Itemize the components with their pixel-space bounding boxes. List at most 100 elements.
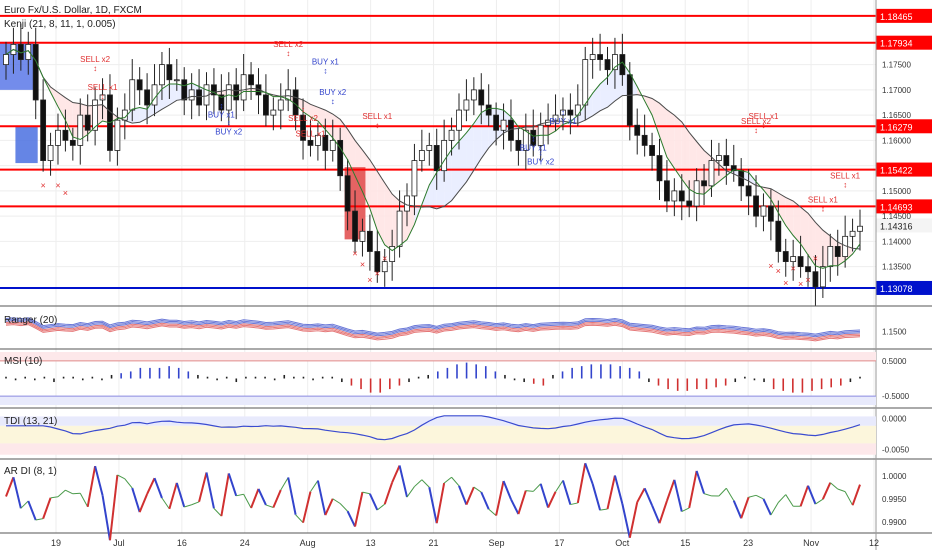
candle-bull bbox=[560, 109, 566, 116]
ribbon-bear bbox=[689, 132, 697, 194]
ardi-segment bbox=[406, 486, 415, 498]
ranger-band-line bbox=[5, 317, 861, 335]
sell-signal-label: SELL x2 bbox=[273, 40, 303, 49]
ardi-pane: 1.0000 0.9950 0.9900 bbox=[5, 462, 907, 541]
sell-signal-label: SELL x1 bbox=[362, 112, 392, 121]
ardi-segment bbox=[117, 474, 126, 480]
ardi-segment bbox=[785, 494, 794, 507]
ardi-segment bbox=[42, 497, 52, 519]
ribbon-bear bbox=[644, 95, 653, 116]
ardi-segment bbox=[837, 488, 846, 493]
msi-pane: 0.5000 -0.5000 bbox=[0, 352, 910, 405]
ardi-segment bbox=[815, 498, 824, 505]
ardi-segment bbox=[628, 501, 639, 538]
ardi-segment bbox=[821, 482, 832, 500]
candle-bear bbox=[322, 134, 329, 151]
candle-bull bbox=[522, 129, 529, 151]
signal-arrow-icon: ↕ bbox=[531, 134, 535, 143]
ribbon-bear bbox=[317, 107, 326, 130]
ardi-segment bbox=[591, 483, 602, 511]
ardi-segment bbox=[777, 494, 787, 503]
candle-bear bbox=[433, 145, 440, 172]
ardi-segment bbox=[651, 504, 661, 524]
ardi-segment bbox=[161, 497, 170, 510]
candle-bull bbox=[3, 54, 9, 66]
ribbon-bull bbox=[169, 83, 177, 106]
ardi-segment bbox=[725, 487, 735, 501]
sell-signal-label: SELL x1 bbox=[748, 112, 778, 121]
ardi-segment bbox=[250, 488, 260, 509]
ardi-segment bbox=[703, 493, 712, 497]
candle-bull bbox=[389, 246, 396, 262]
price-tick-label: 1.14000 bbox=[882, 237, 911, 246]
candle-bull bbox=[381, 261, 388, 273]
ardi-segment bbox=[613, 475, 624, 505]
candle-bull bbox=[173, 79, 180, 82]
ardi-segment bbox=[606, 475, 616, 510]
ardi-segment bbox=[227, 473, 238, 497]
ardi-segment bbox=[570, 502, 578, 506]
buy-signal-label: BUY x1 bbox=[520, 143, 548, 152]
signal-arrow-icon: ↕ bbox=[761, 121, 765, 130]
ardi-segment bbox=[50, 496, 59, 499]
ardi-tick-label: 0.9900 bbox=[882, 518, 907, 527]
candle-bull bbox=[857, 225, 863, 232]
signal-arrow-icon: ↕ bbox=[539, 149, 543, 158]
time-tick-label: 15 bbox=[680, 538, 690, 548]
ribbon-bull bbox=[132, 107, 140, 124]
candle-bear bbox=[478, 89, 485, 106]
candle-bear bbox=[567, 109, 574, 116]
candle-bull bbox=[285, 89, 292, 101]
candle-bull bbox=[151, 84, 158, 106]
sell-signal-label: SELL x2 bbox=[288, 114, 318, 123]
ribbon-bear bbox=[384, 182, 393, 251]
buy-signal-label: BUY x2 bbox=[215, 127, 243, 136]
ardi-segment bbox=[362, 491, 370, 495]
x-marker-icon: × bbox=[791, 264, 796, 274]
ardi-segment bbox=[755, 494, 764, 500]
ranger-tick-label: 1.1500 bbox=[882, 327, 907, 336]
ardi-segment bbox=[265, 504, 274, 508]
buy-zone-box bbox=[15, 126, 38, 164]
msi-title: MSI (10) bbox=[4, 356, 42, 367]
time-axis[interactable]: 19 Jul 16 24 Aug 13 21 Sep 17 Oct 15 23 Nov 12 bbox=[51, 538, 879, 548]
ribbon-bear bbox=[815, 222, 823, 269]
msi-tick-label: 0.5000 bbox=[882, 357, 907, 366]
ardi-segment bbox=[346, 510, 356, 527]
sell-signal-label: SELL x2 bbox=[80, 55, 110, 64]
candle-bull bbox=[114, 119, 121, 151]
ardi-segment bbox=[458, 485, 468, 505]
ardi-segment bbox=[65, 489, 74, 495]
ardi-segment bbox=[576, 463, 587, 504]
ardi-segment bbox=[488, 508, 497, 516]
ardi-segment bbox=[421, 479, 430, 488]
tdi-yellow-band bbox=[0, 425, 876, 444]
ribbon-bear bbox=[310, 104, 318, 122]
time-tick-label: 16 bbox=[177, 538, 187, 548]
x-marker-icon: × bbox=[360, 260, 365, 270]
time-tick-label: Aug bbox=[300, 538, 316, 548]
time-tick-label: Oct bbox=[615, 538, 630, 548]
price-level-label: 1.18465 bbox=[880, 12, 913, 22]
price-axis[interactable]: 1.17500 1.17000 1.16500 1.16000 1.15000 1.145… bbox=[882, 61, 911, 272]
ardi-segment bbox=[20, 500, 29, 509]
x-marker-icon: × bbox=[352, 249, 357, 259]
ardi-segment bbox=[108, 474, 119, 541]
ardi-segment bbox=[295, 514, 304, 524]
ranger-title: Ranger (20) bbox=[4, 315, 57, 326]
ardi-segment bbox=[175, 482, 186, 508]
candle-bull bbox=[92, 99, 99, 131]
ribbon-bull bbox=[436, 160, 445, 209]
candle-bear bbox=[656, 155, 663, 182]
candle-bear bbox=[753, 195, 759, 217]
candle-bull bbox=[25, 44, 32, 60]
candle-bull bbox=[589, 54, 596, 60]
candle-bear bbox=[730, 165, 737, 172]
x-marker-icon: × bbox=[768, 261, 773, 271]
price-level-tag bbox=[876, 35, 932, 50]
ribbon-bull bbox=[429, 172, 437, 209]
signal-arrow-icon: ↕ bbox=[308, 120, 312, 129]
ardi-segment bbox=[600, 508, 608, 511]
candle-bear bbox=[300, 114, 306, 141]
